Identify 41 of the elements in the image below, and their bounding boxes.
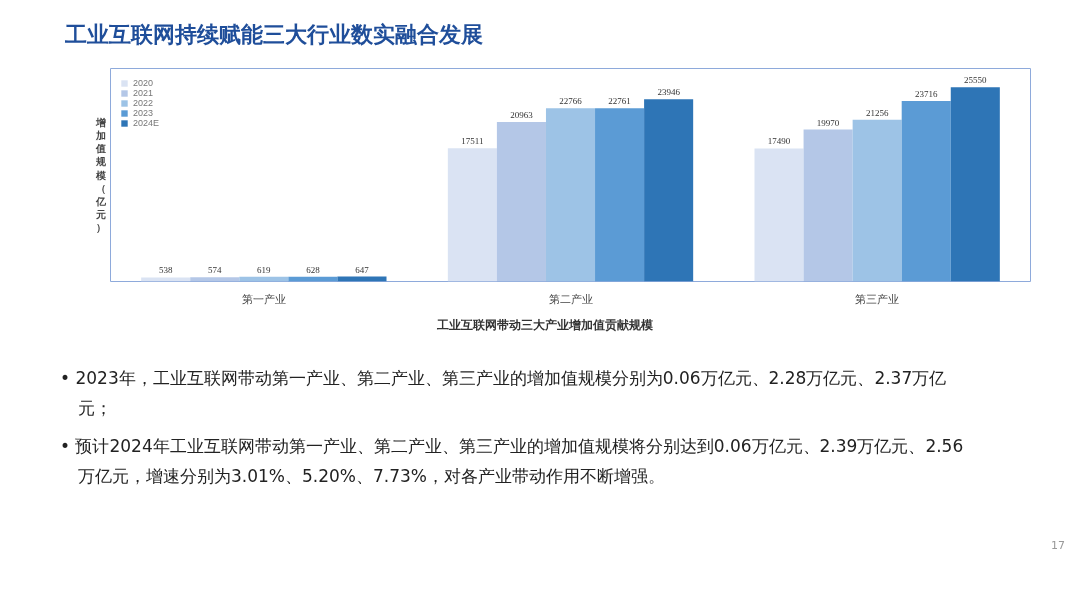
bar — [644, 99, 694, 282]
bar — [190, 277, 240, 282]
legend-label: 2023 — [133, 108, 154, 118]
legend-label: 2021 — [133, 88, 154, 98]
legend-label: 2024E — [133, 118, 160, 128]
bar — [595, 108, 645, 282]
legend-label: 2022 — [133, 98, 154, 108]
data-label: 628 — [306, 264, 321, 275]
bar — [496, 122, 546, 282]
data-label: 22761 — [608, 96, 631, 107]
bar — [754, 148, 804, 282]
chart-title: 工业互联网持续赋能三大行业数实融合发展 — [64, 21, 483, 49]
text: 增加值规模（亿元） — [95, 116, 106, 234]
data-label: 647 — [355, 264, 370, 275]
data-label: 21256 — [865, 107, 889, 118]
x-tick-label: 第三产业 — [855, 292, 900, 306]
bar — [803, 129, 853, 282]
data-label: 574 — [208, 265, 223, 276]
data-label: 23716 — [914, 89, 938, 100]
bar — [852, 119, 902, 282]
text: • 预计2024年工业互联网带动第一产业、第二产业、第三产业的增加值规模将分别达到0.06万亿元、2.39万亿元、2.56万亿元，增速分别为3.01%、5.20%、7.73%，对各产业带动作用不断增强。 — [60, 435, 965, 488]
text: 17 — [1050, 538, 1065, 554]
data-label: 619 — [257, 264, 272, 275]
text: • 2023年，工业互联网带动第一产业、第二产业、第三产业的增加值规模分别为0.06万亿元、2.28万亿元、2.37万亿元； — [60, 367, 948, 420]
bar — [950, 87, 1000, 282]
text: 工业互联网带动三大产业增加值贡献规模 — [436, 317, 654, 334]
data-label: 19970 — [816, 117, 840, 128]
data-label: 17511 — [461, 136, 484, 147]
data-label: 25550 — [964, 75, 988, 86]
data-label: 538 — [158, 265, 173, 276]
x-tick-label: 第二产业 — [548, 292, 593, 306]
x-tick-label: 第一产业 — [241, 292, 286, 306]
data-label: 20963 — [510, 110, 534, 121]
data-label: 22766 — [559, 96, 583, 107]
data-label: 23946 — [657, 87, 681, 98]
data-label: 17490 — [767, 136, 791, 147]
legend-label: 2020 — [133, 78, 154, 88]
bar — [141, 277, 191, 282]
bar — [901, 101, 951, 282]
bar — [545, 108, 596, 282]
bar — [447, 148, 497, 282]
